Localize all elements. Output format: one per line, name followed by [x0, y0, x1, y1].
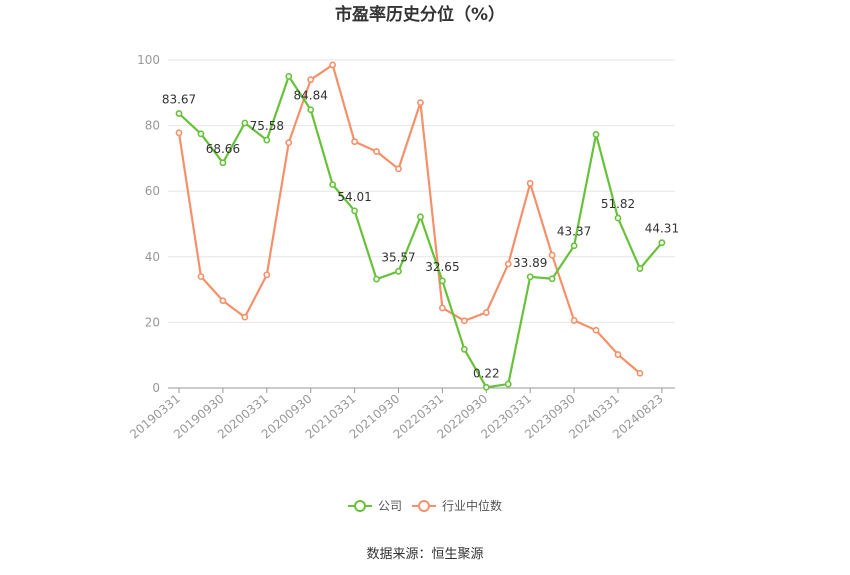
data-label: 43.37 [557, 225, 591, 239]
data-point [614, 351, 622, 358]
data-point [329, 181, 337, 189]
source-note: 数据来源：恒生聚源 [366, 547, 483, 562]
data-point [351, 207, 358, 215]
data-point [263, 136, 271, 144]
data-point [658, 239, 666, 247]
data-point [175, 110, 183, 117]
data-point [548, 251, 556, 259]
data-point [263, 271, 271, 279]
series-line-1 [177, 63, 641, 375]
data-point [395, 165, 402, 173]
data-point [460, 345, 468, 353]
data-point [285, 73, 293, 80]
data-point [197, 130, 205, 138]
data-labels: 83.67 68.66 75.58 84.84 54.01 35.57 32.65 0.22 3… [162, 89, 679, 381]
y-tick-label: 40 [145, 250, 160, 264]
data-point [526, 273, 534, 281]
legend-marker-1 [418, 500, 430, 512]
data-point [592, 131, 600, 138]
data-point [241, 313, 249, 321]
data-label: 44.31 [645, 222, 679, 236]
data-point [373, 275, 380, 283]
legend-marker-0 [354, 500, 366, 512]
data-point [219, 159, 227, 167]
data-point [504, 380, 512, 388]
series-layer [175, 61, 666, 391]
data-label: 83.67 [162, 93, 196, 107]
data-point [417, 99, 424, 107]
data-point [285, 139, 293, 147]
data-point [438, 304, 446, 312]
data-point [175, 129, 183, 137]
data-point [504, 260, 512, 268]
data-point [241, 119, 249, 127]
data-label: 33.89 [513, 256, 547, 270]
data-point [460, 317, 468, 325]
data-point [329, 61, 337, 69]
data-point [592, 326, 600, 334]
y-tick-label: 80 [145, 119, 160, 133]
y-tick-label: 100 [137, 53, 160, 67]
data-point [307, 76, 315, 84]
x-axis-ticks: 2019033120190930202003312020093020210331… [127, 388, 666, 442]
data-label: 68.66 [206, 142, 240, 156]
y-tick-label: 60 [145, 184, 160, 198]
y-axis-ticks: 0 20 40 60 80 100 [137, 53, 160, 395]
data-point [219, 297, 227, 305]
data-point [570, 317, 578, 324]
data-point [438, 277, 446, 285]
data-point [351, 138, 358, 146]
data-point [197, 273, 205, 280]
legend-label-0: 公司 [378, 499, 402, 513]
data-point [636, 369, 644, 377]
grid [168, 59, 675, 323]
data-point [373, 148, 380, 155]
data-label: 51.82 [601, 197, 635, 211]
data-label: 35.57 [381, 250, 415, 264]
data-label: 84.84 [294, 89, 328, 103]
data-label: 54.01 [337, 190, 371, 204]
data-point [570, 242, 578, 250]
chart-title: 市盈率历史分位（%） [335, 4, 505, 25]
data-point [307, 106, 315, 114]
data-point [636, 265, 644, 273]
data-point [526, 179, 534, 187]
y-tick-label: 0 [152, 381, 160, 395]
legend-label-1: 行业中位数 [442, 498, 502, 513]
y-tick-label: 20 [145, 315, 160, 329]
legend: 公司 行业中位数 [348, 498, 502, 513]
data-point [417, 213, 424, 221]
data-label: 32.65 [425, 260, 459, 274]
data-label: 0.22 [473, 366, 500, 380]
data-point [395, 267, 402, 275]
data-point [482, 383, 490, 391]
data-point [548, 275, 556, 283]
data-label: 75.58 [250, 119, 284, 133]
data-point [614, 214, 622, 222]
data-point [482, 309, 490, 316]
